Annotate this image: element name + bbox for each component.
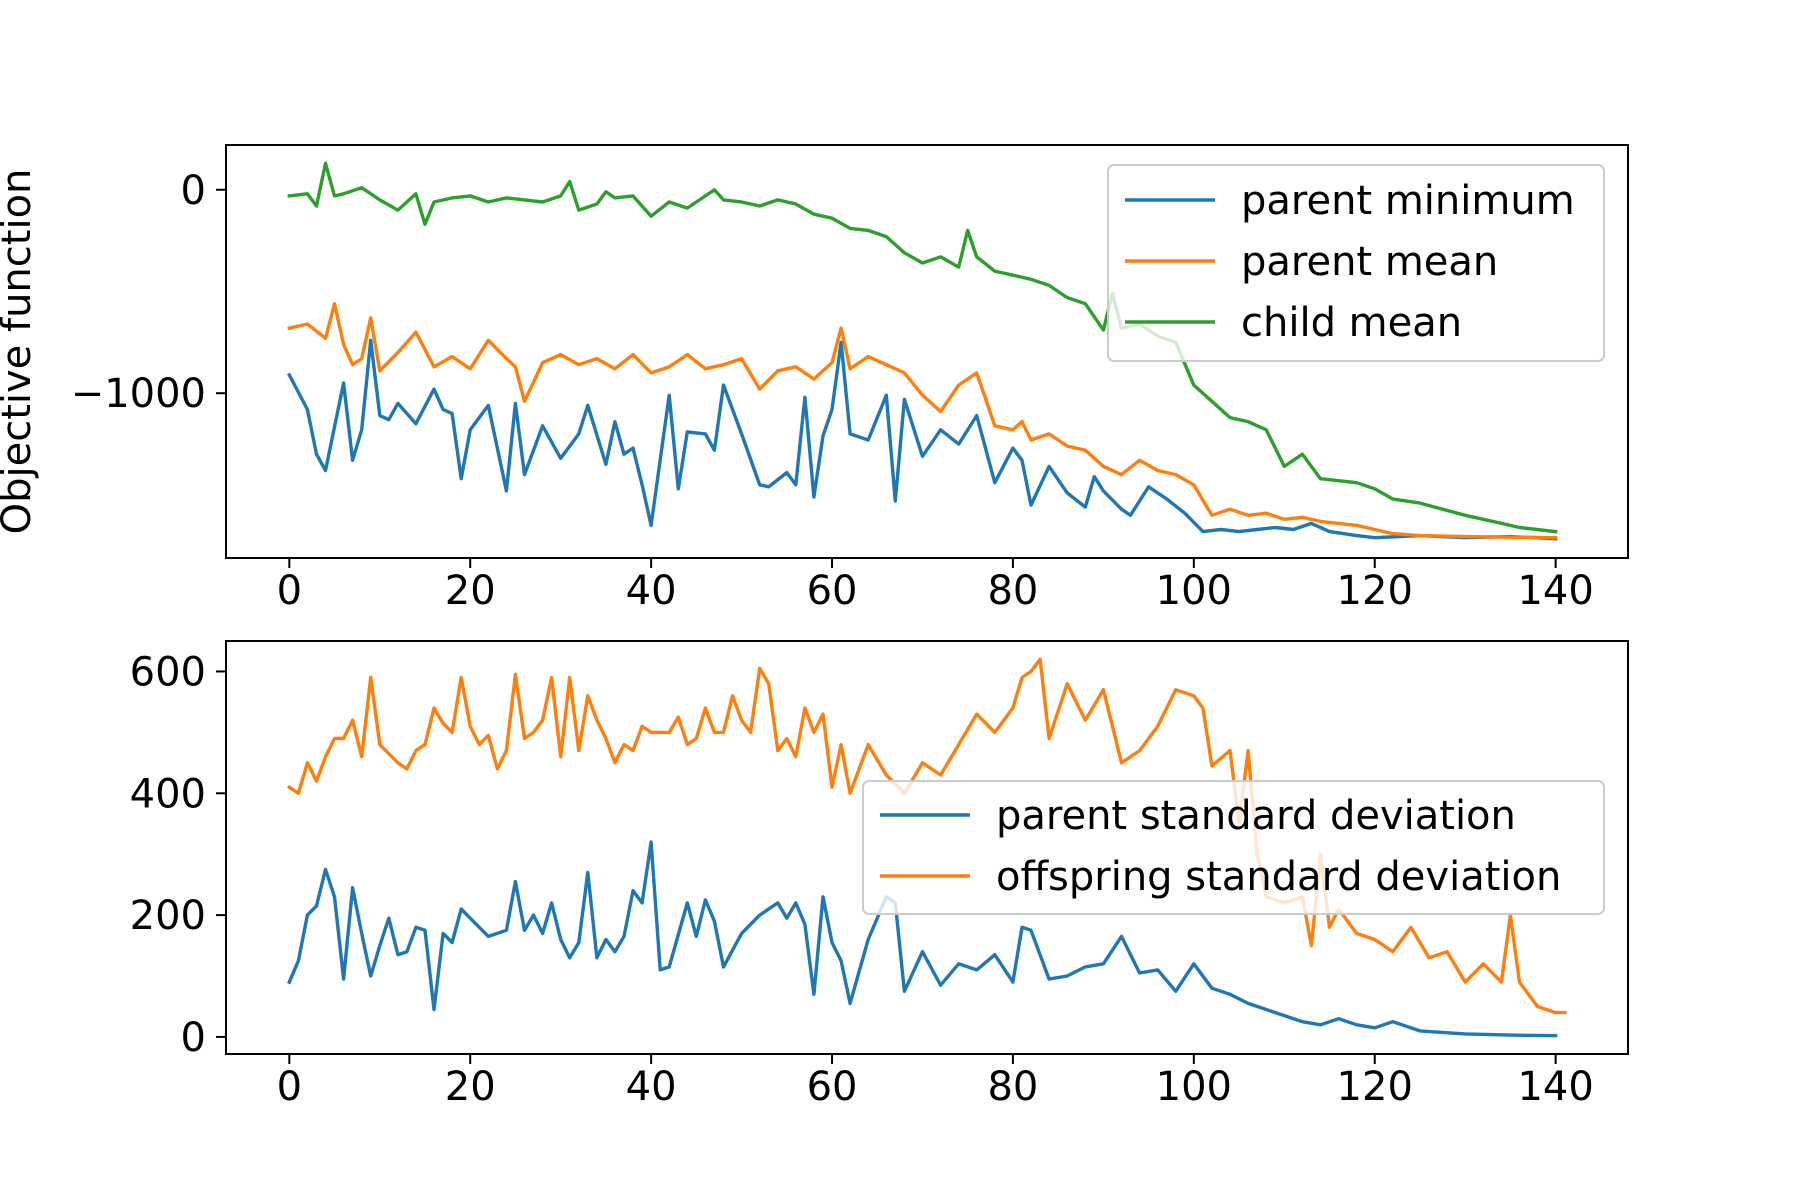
bottom-legend-label: parent standard deviation bbox=[996, 793, 1516, 839]
top-x-tick-label: 80 bbox=[987, 568, 1038, 614]
standard-deviation-panel: 0 20 40 60 80 100 120 140 0 200 400 600 parent stand… bbox=[130, 640, 1629, 1110]
top-legend-box bbox=[1107, 164, 1605, 362]
top-x-tick-label: 140 bbox=[1517, 568, 1593, 614]
top-x-tick-label: 100 bbox=[1156, 568, 1232, 614]
top-series-line-parent-mean bbox=[287, 302, 1558, 540]
bottom-x-tick-label: 120 bbox=[1337, 1064, 1413, 1110]
top-series-line-child-mean bbox=[287, 161, 1558, 534]
bottom-x-tick-label: 60 bbox=[807, 1064, 858, 1110]
top-legend-label: parent mean bbox=[1241, 239, 1498, 285]
top-y-axis-label: Objective function bbox=[0, 169, 40, 535]
bottom-y-tick-label: 0 bbox=[181, 1015, 206, 1061]
top-series-line-parent-minimum bbox=[287, 338, 1558, 541]
bottom-legend-label: offspring standard deviation bbox=[996, 854, 1561, 900]
bottom-x-tick-label: 0 bbox=[277, 1064, 302, 1110]
top-axes-frame bbox=[225, 144, 1629, 559]
top-legend-label: child mean bbox=[1241, 300, 1462, 346]
objective-function-panel: 0 20 40 60 80 100 120 140 0 −1000 Objective functi… bbox=[0, 144, 1629, 614]
bottom-legend: parent standard deviation offspring stand… bbox=[862, 780, 1605, 915]
bottom-x-tick-label: 100 bbox=[1156, 1064, 1232, 1110]
top-x-tick-label: 20 bbox=[445, 568, 496, 614]
bottom-series-line-parent-standard-deviation bbox=[287, 840, 1558, 1038]
bottom-x-tick-label: 80 bbox=[987, 1064, 1038, 1110]
bottom-x-tick-label: 140 bbox=[1517, 1064, 1593, 1110]
bottom-y-tick-label: 400 bbox=[130, 771, 206, 817]
bottom-x-tick-label: 40 bbox=[626, 1064, 677, 1110]
top-y-tick-label: 0 bbox=[181, 168, 206, 214]
bottom-y-tick-label: 600 bbox=[130, 649, 206, 695]
top-x-tick-label: 60 bbox=[807, 568, 858, 614]
top-x-tick-label: 0 bbox=[277, 568, 302, 614]
top-legend: parent minimum parent mean child mean bbox=[1107, 164, 1605, 362]
top-y-tick-label: −1000 bbox=[71, 371, 206, 417]
bottom-legend-box bbox=[862, 780, 1605, 915]
top-x-tick-label: 40 bbox=[626, 568, 677, 614]
bottom-x-tick-label: 20 bbox=[445, 1064, 496, 1110]
bottom-y-tick-label: 200 bbox=[130, 893, 206, 939]
bottom-axes-frame bbox=[225, 640, 1629, 1055]
top-x-tick-label: 120 bbox=[1337, 568, 1413, 614]
top-legend-label: parent minimum bbox=[1241, 178, 1575, 224]
